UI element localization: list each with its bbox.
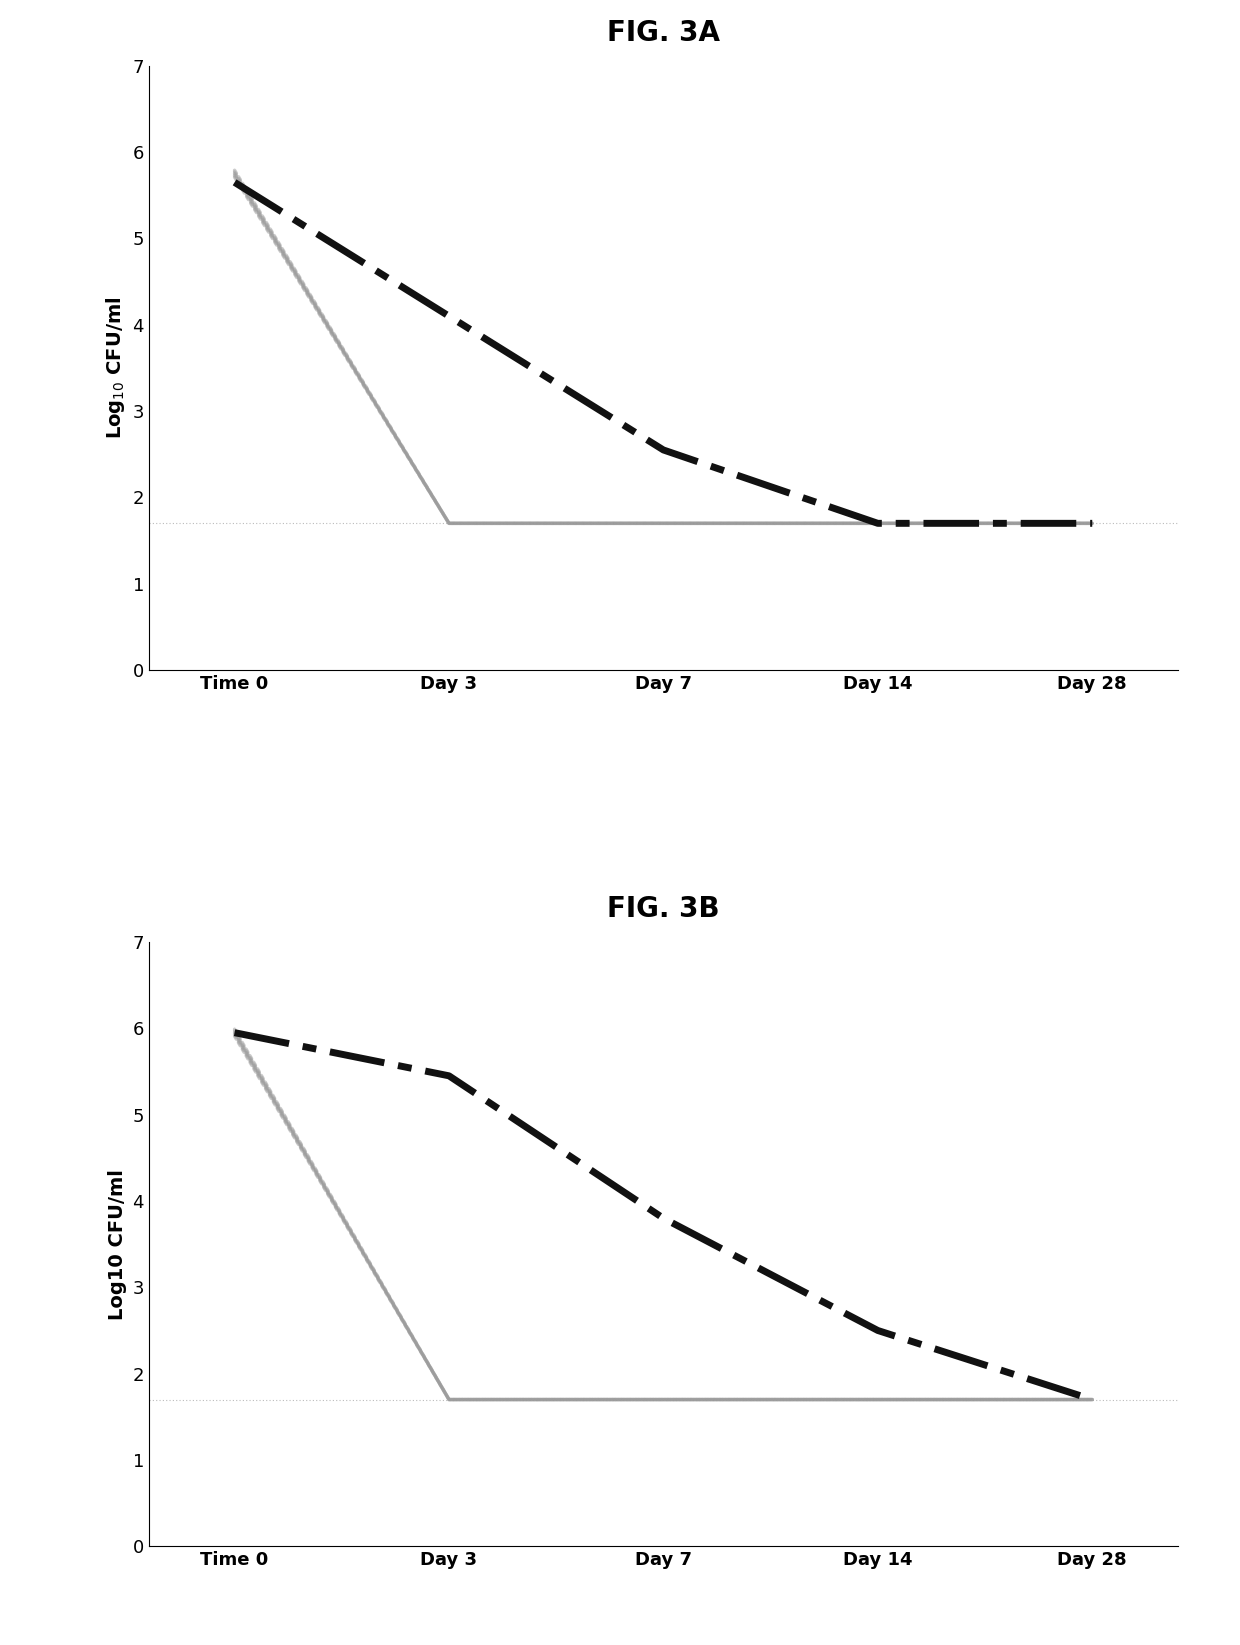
Title: FIG. 3B: FIG. 3B (608, 895, 719, 923)
Y-axis label: Log10 CFU/ml: Log10 CFU/ml (108, 1168, 126, 1319)
Y-axis label: Log$_{10}$ CFU/ml: Log$_{10}$ CFU/ml (104, 296, 126, 439)
Title: FIG. 3A: FIG. 3A (606, 18, 720, 46)
